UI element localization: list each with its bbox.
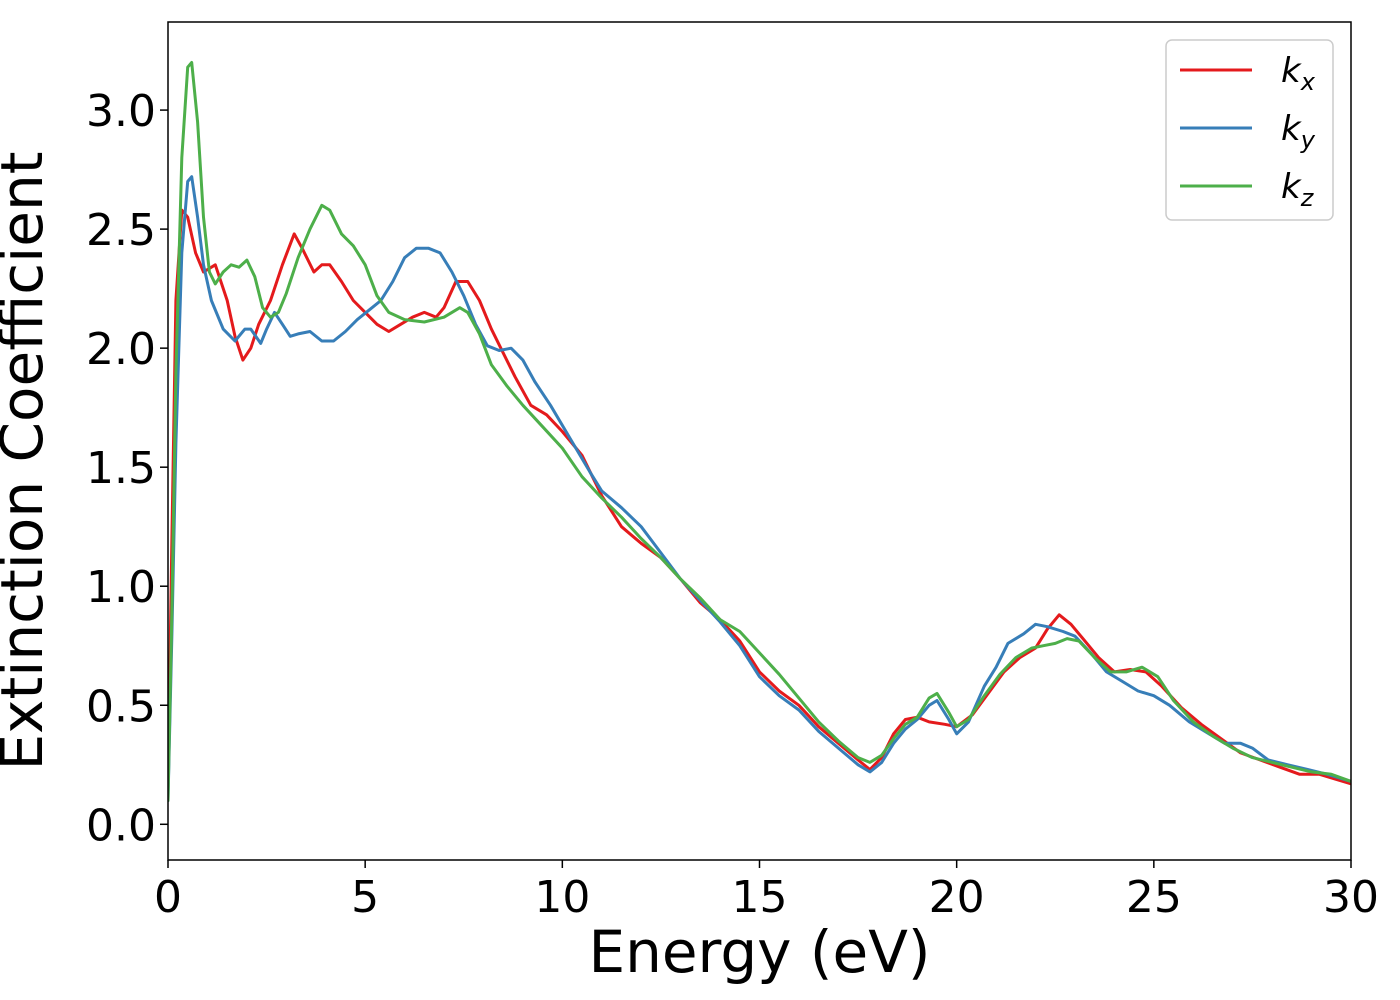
x-axis-ticks: 0 5 10 15 20 25 30 <box>154 860 1379 923</box>
y-axis-title: Extinction Coefficient <box>0 152 56 771</box>
y-tick-label: 3.0 <box>86 86 156 137</box>
y-tick-label: 0.0 <box>86 800 156 851</box>
y-tick-label: 1.5 <box>86 443 156 494</box>
series-line-kx <box>168 208 1351 791</box>
series-lines <box>168 61 1351 802</box>
legend-label-kz: kz <box>1281 167 1315 212</box>
y-tick-label: 2.5 <box>86 205 156 256</box>
legend-box <box>1165 39 1334 221</box>
series-line-ky <box>168 175 1351 802</box>
y-tick-label: 0.5 <box>86 681 156 732</box>
x-tick-label: 20 <box>929 872 985 923</box>
x-tick-label: 15 <box>732 872 788 923</box>
x-axis-title: Energy (eV) <box>588 918 930 986</box>
y-tick-label: 1.0 <box>86 562 156 613</box>
series-line-kz <box>168 61 1351 802</box>
x-tick-label: 30 <box>1323 872 1379 923</box>
x-tick-label: 5 <box>351 872 379 923</box>
y-tick-label: 2.0 <box>86 324 156 375</box>
x-tick-label: 25 <box>1126 872 1182 923</box>
y-axis-ticks: 0.0 0.5 1.0 1.5 2.0 2.5 3.0 <box>86 86 168 851</box>
x-tick-label: 0 <box>154 872 182 923</box>
x-tick-label: 10 <box>534 872 590 923</box>
